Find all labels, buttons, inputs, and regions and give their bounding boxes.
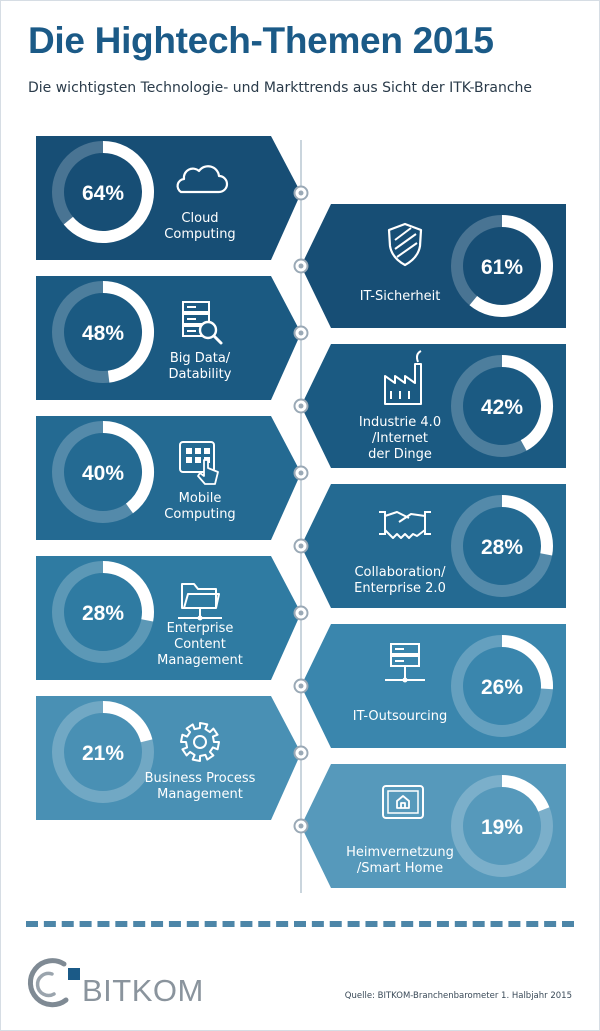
page-subtitle: Die wichtigsten Technologie- und Markttr… <box>28 80 533 96</box>
bitkom-wordmark: BITKOM <box>82 973 204 1008</box>
ring-value-arc <box>501 775 550 812</box>
shield-icon <box>387 222 423 267</box>
smart-home-icon <box>382 785 424 819</box>
handshake-icon <box>379 511 431 539</box>
category-label: Business Process Management <box>145 771 256 802</box>
trend-tile: 26% IT-Outsourcing <box>301 624 566 748</box>
value-label: 26% <box>481 676 523 699</box>
trend-tile: 19% Heimvernetzung/Smart Home <box>301 764 566 888</box>
tile-background <box>36 696 301 820</box>
category-label: IT-Outsourcing <box>353 709 447 724</box>
ring-value-arc <box>102 281 155 383</box>
category-label: Mobile Computing <box>164 491 235 522</box>
tablet-touch-icon <box>179 441 219 485</box>
value-label: 42% <box>481 396 523 419</box>
ring-value-arc <box>469 215 553 317</box>
ring-value-arc <box>63 141 154 243</box>
category-label: Heimvernetzung/Smart Home <box>346 845 454 876</box>
trend-tile: 61% IT-Sicherheit <box>301 204 566 328</box>
value-label: 48% <box>82 322 124 345</box>
trend-tile: 48% Big Data/Datability <box>36 276 301 400</box>
factory-icon <box>384 350 422 405</box>
ring-value-arc <box>501 635 553 690</box>
category-label: Big Data/Datability <box>169 351 232 382</box>
tile-background <box>36 276 301 400</box>
bitkom-swoosh-icon <box>27 958 69 1008</box>
value-label: 28% <box>82 602 124 625</box>
server-network-icon <box>385 643 425 683</box>
gear-icon <box>180 722 220 762</box>
tile-background <box>36 136 301 260</box>
category-label: Industrie 4.0/Internet der Dinge <box>359 415 441 462</box>
ring-value-arc <box>102 701 153 743</box>
value-label: 28% <box>481 536 523 559</box>
value-label: 19% <box>481 816 523 839</box>
category-label: IT-Sicherheit <box>360 289 441 304</box>
trend-tile: 28% Enterprise Content Management <box>36 556 301 680</box>
tile-background <box>36 556 301 680</box>
value-label: 64% <box>82 182 124 205</box>
tile-background <box>301 624 566 748</box>
trend-tile: 64% Cloud Computing <box>36 136 301 260</box>
tile-background <box>301 764 566 888</box>
trend-tile: 42% Industrie 4.0/Internet der Dinge <box>301 344 566 468</box>
page-title: Die Hightech-Themen 2015 <box>28 20 494 61</box>
category-label: Enterprise Content Management <box>157 621 243 668</box>
trend-tile: 28% Collaboration/Enterprise 2.0 <box>301 484 566 608</box>
category-label: Cloud Computing <box>164 211 235 242</box>
trend-tile: 40% Mobile Computing <box>36 416 301 540</box>
ring-value-arc <box>102 561 154 622</box>
divider-line <box>26 921 574 927</box>
trend-tile: 21% Business Process Management <box>36 696 301 820</box>
tile-background <box>301 484 566 608</box>
ring-value-arc <box>102 421 154 514</box>
value-label: 40% <box>82 462 124 485</box>
tile-background <box>301 204 566 328</box>
ring-value-arc <box>501 355 553 451</box>
value-label: 61% <box>481 256 523 279</box>
source-note: Quelle: BITKOM-Branchenbarometer 1. Halb… <box>344 991 572 1001</box>
folder-network-icon <box>178 583 222 621</box>
bitkom-logo: BITKOM <box>27 958 204 1008</box>
tile-background <box>301 344 566 468</box>
value-label: 21% <box>82 742 124 765</box>
cloud-icon <box>176 165 229 194</box>
ring-value-arc <box>501 495 553 556</box>
category-label: Collaboration/Enterprise 2.0 <box>354 565 446 596</box>
server-search-icon <box>182 301 223 345</box>
tile-background <box>36 416 301 540</box>
